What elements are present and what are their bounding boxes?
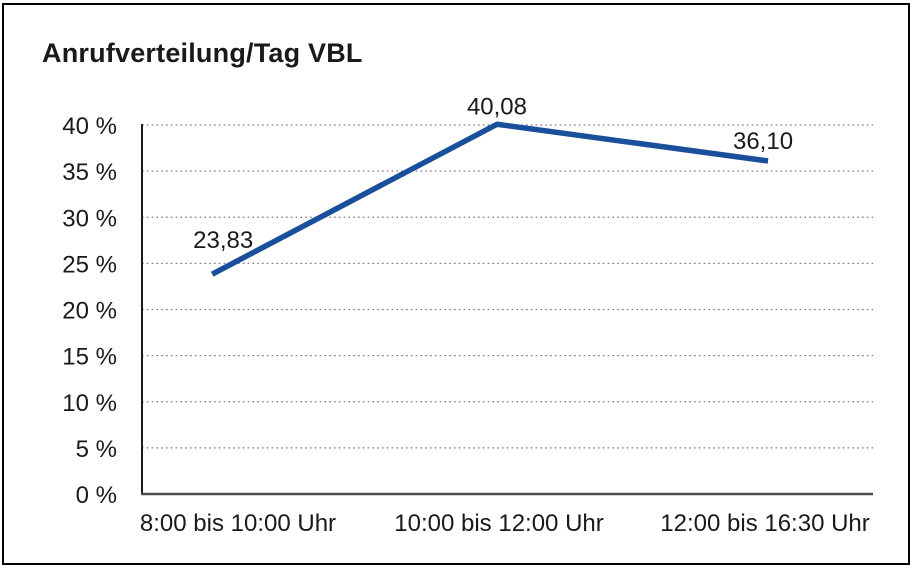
data-line: [210, 121, 769, 277]
y-tick-label: 10 %: [62, 390, 117, 417]
chart-frame: Anrufverteilung/Tag VBL: [2, 3, 910, 565]
y-tick-label: 40 %: [62, 113, 117, 140]
x-axis-label: 12:00 bis 16:30 Uhr: [660, 510, 869, 537]
y-tick-label: 15 %: [62, 344, 117, 371]
value-label: 40,08: [467, 93, 527, 120]
chart-title: Anrufverteilung/Tag VBL: [42, 38, 363, 68]
value-label: 36,10: [733, 128, 793, 155]
value-label: 23,83: [193, 227, 253, 254]
y-tick-label: 25 %: [62, 251, 117, 278]
y-tick-label: 5 %: [76, 436, 117, 463]
x-axis-label: 8:00 bis 10:00 Uhr: [140, 510, 336, 537]
y-tick-label: 35 %: [62, 159, 117, 186]
y-tick-label: 20 %: [62, 298, 117, 325]
y-tick-label: 30 %: [62, 205, 117, 232]
y-tick-label: 0 %: [76, 482, 117, 509]
x-axis-label: 10:00 bis 12:00 Uhr: [394, 510, 603, 537]
